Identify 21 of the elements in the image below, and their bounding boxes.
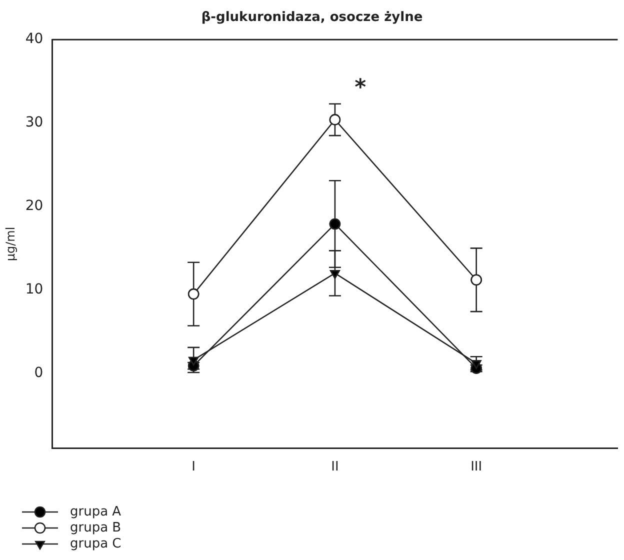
y-axis-title: µg/ml	[3, 226, 18, 262]
annotation: *	[354, 75, 367, 100]
point	[329, 218, 341, 230]
point	[188, 356, 199, 366]
x-tick-label: I	[192, 460, 196, 475]
point	[471, 360, 482, 369]
x-tick-label: III	[470, 460, 482, 475]
y-tick-label: 0	[34, 364, 44, 381]
x-tick-label: II	[331, 460, 339, 475]
y-tick-label: 30	[25, 114, 44, 131]
y-tick-label: 40	[25, 31, 44, 48]
y-tick-label: 10	[25, 282, 44, 298]
y-tick-label: 20	[25, 198, 44, 214]
point	[188, 288, 200, 300]
legend-label: grupa A	[70, 504, 122, 520]
point	[470, 274, 482, 286]
point	[330, 270, 340, 279]
point	[329, 114, 341, 126]
legend-label: grupa B	[70, 520, 122, 536]
legend-label: grupa C	[70, 536, 122, 552]
chart-title: β-glukuronidaza, osocze żylne	[201, 10, 423, 26]
